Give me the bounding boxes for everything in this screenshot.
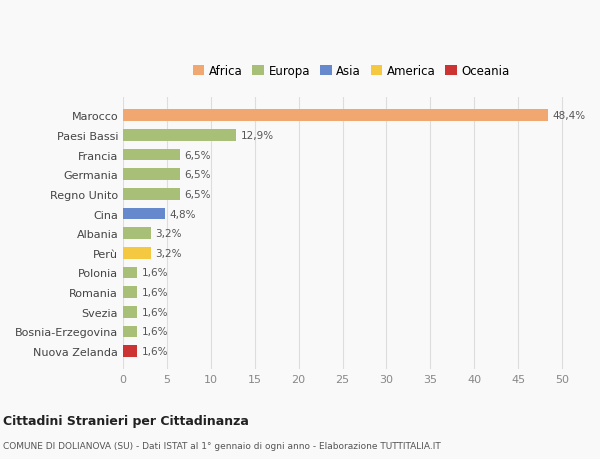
Text: 1,6%: 1,6% [142,268,168,278]
Bar [123,110,548,122]
Bar [123,306,137,318]
Text: 1,6%: 1,6% [142,307,168,317]
Text: 1,6%: 1,6% [142,287,168,297]
Bar [123,286,137,298]
Text: 6,5%: 6,5% [185,150,211,160]
Bar [123,208,165,220]
Text: 48,4%: 48,4% [553,111,586,121]
Bar [123,228,151,240]
Text: 6,5%: 6,5% [185,190,211,199]
Text: 3,2%: 3,2% [155,229,182,239]
Text: 12,9%: 12,9% [241,131,274,140]
Bar [123,326,137,337]
Bar [123,189,180,200]
Bar [123,130,236,141]
Text: 1,6%: 1,6% [142,346,168,356]
Legend: Africa, Europa, Asia, America, Oceania: Africa, Europa, Asia, America, Oceania [188,60,515,83]
Bar [123,149,180,161]
Bar [123,267,137,279]
Text: 3,2%: 3,2% [155,248,182,258]
Text: COMUNE DI DOLIANOVA (SU) - Dati ISTAT al 1° gennaio di ogni anno - Elaborazione : COMUNE DI DOLIANOVA (SU) - Dati ISTAT al… [3,441,441,450]
Bar [123,169,180,181]
Text: 4,8%: 4,8% [170,209,196,219]
Text: Cittadini Stranieri per Cittadinanza: Cittadini Stranieri per Cittadinanza [3,414,249,427]
Bar [123,247,151,259]
Text: 6,5%: 6,5% [185,170,211,180]
Bar [123,346,137,357]
Text: 1,6%: 1,6% [142,327,168,337]
